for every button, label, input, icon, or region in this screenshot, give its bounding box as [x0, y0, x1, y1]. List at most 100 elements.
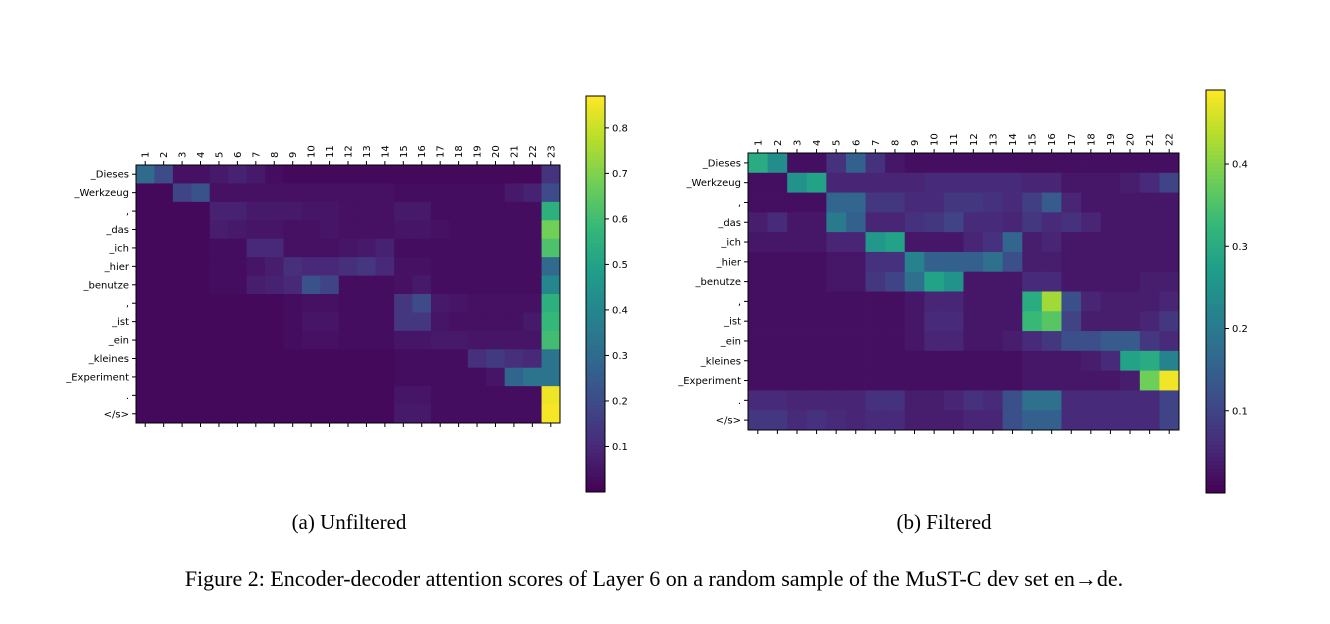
heat-cell — [983, 172, 1004, 193]
x-tick-label: 6 — [233, 152, 244, 158]
heat-cell — [375, 367, 395, 387]
heat-cell — [209, 330, 229, 350]
heat-cell — [1120, 331, 1141, 352]
heat-cell — [1139, 390, 1160, 411]
heat-cell — [748, 370, 768, 391]
heat-cell — [449, 201, 469, 221]
heat-cell — [541, 386, 561, 405]
heat-cell — [1061, 390, 1082, 411]
heat-cell — [301, 201, 321, 221]
heat-cell — [541, 165, 561, 184]
heat-cell — [191, 257, 211, 276]
colorbar-segment — [1206, 106, 1225, 111]
colorbar-segment — [586, 286, 605, 291]
colorbar-segment — [1206, 243, 1225, 248]
heat-cell — [486, 257, 506, 276]
heat-cell — [806, 212, 827, 233]
heat-cell — [983, 350, 1004, 372]
heat-cell — [748, 251, 768, 273]
heat-cell — [541, 367, 561, 387]
heat-cell — [943, 172, 964, 193]
heat-cell — [1081, 212, 1102, 233]
heat-cell — [172, 165, 192, 184]
heat-cell — [767, 350, 788, 372]
heat-cell — [1002, 251, 1023, 273]
heat-cell — [191, 183, 211, 203]
colorbar-segment — [586, 202, 605, 208]
colorbar-segment — [586, 163, 605, 168]
heat-cell — [767, 410, 788, 431]
heat-cell — [885, 350, 906, 372]
heat-cell — [467, 183, 487, 203]
heat-cell — [136, 294, 155, 313]
heat-cell — [209, 404, 229, 424]
heat-cell — [748, 232, 768, 253]
colorbar-segment — [586, 361, 605, 366]
heat-cell — [1041, 232, 1062, 253]
heat-cell — [1022, 410, 1043, 431]
heat-cell — [246, 275, 266, 295]
heat-cell — [523, 367, 542, 387]
heat-cell — [467, 404, 487, 424]
heat-cell — [787, 271, 808, 292]
x-tick-label: 10 — [307, 145, 318, 158]
heat-cell — [1061, 291, 1082, 312]
y-tick-label: _ist — [723, 317, 741, 328]
colorbar-segment — [586, 103, 605, 109]
colorbar-segment — [586, 206, 605, 212]
colorbar-segment — [1206, 146, 1225, 151]
heat-cell — [265, 238, 284, 258]
heat-cell — [541, 238, 561, 258]
colorbar-segment — [1206, 364, 1225, 369]
heat-cell — [504, 349, 524, 369]
heat-cell — [885, 390, 906, 411]
y-tick-label: _Dieses — [90, 170, 129, 181]
heat-cell — [486, 183, 506, 203]
heat-cell — [136, 367, 155, 387]
heat-cell — [1002, 390, 1023, 411]
heat-cell — [1100, 271, 1121, 292]
heat-cell — [449, 165, 469, 184]
heat-cell — [748, 271, 768, 292]
heat-cell — [924, 192, 945, 213]
heat-cell — [787, 153, 808, 174]
heat-cell — [1139, 212, 1160, 233]
heat-cell — [172, 312, 192, 332]
colorbar-segment — [586, 393, 605, 398]
colorbar-segment — [586, 400, 605, 406]
heat-cell — [467, 238, 487, 258]
heat-cell — [1100, 212, 1121, 233]
heat-cell — [430, 257, 450, 276]
heat-cell — [845, 311, 866, 332]
colorbar-segment — [1206, 206, 1225, 212]
heat-cell — [1159, 271, 1180, 292]
x-tick-label: 9 — [288, 152, 299, 158]
heat-cell — [1159, 232, 1180, 253]
colorbar-segment — [1206, 400, 1225, 405]
heat-cell — [228, 257, 248, 276]
heat-cell — [136, 201, 155, 221]
heat-cell — [191, 238, 211, 258]
colorbar-segment — [1206, 448, 1225, 454]
colorbar-segment — [1206, 271, 1225, 276]
colorbar-segment — [1206, 126, 1225, 131]
heat-cell — [885, 251, 906, 273]
x-tick-label: 16 — [417, 145, 428, 158]
heat-cell — [191, 367, 211, 387]
heat-cell — [885, 172, 906, 193]
heat-cell — [412, 165, 432, 184]
heat-cell — [320, 404, 340, 424]
x-tick-label: 3 — [792, 140, 803, 146]
colorbar-segment — [1206, 295, 1225, 301]
heat-cell — [449, 238, 469, 258]
heat-cell — [806, 390, 827, 411]
heat-cell — [430, 404, 450, 424]
heat-cell — [904, 311, 925, 332]
heat-cell — [357, 238, 377, 258]
heat-cell — [1120, 370, 1141, 391]
heat-cell — [357, 220, 377, 240]
heat-cell — [394, 294, 413, 313]
heat-cell — [541, 349, 561, 369]
x-tick-label: 15 — [1028, 133, 1039, 146]
heat-cell — [1022, 172, 1043, 193]
